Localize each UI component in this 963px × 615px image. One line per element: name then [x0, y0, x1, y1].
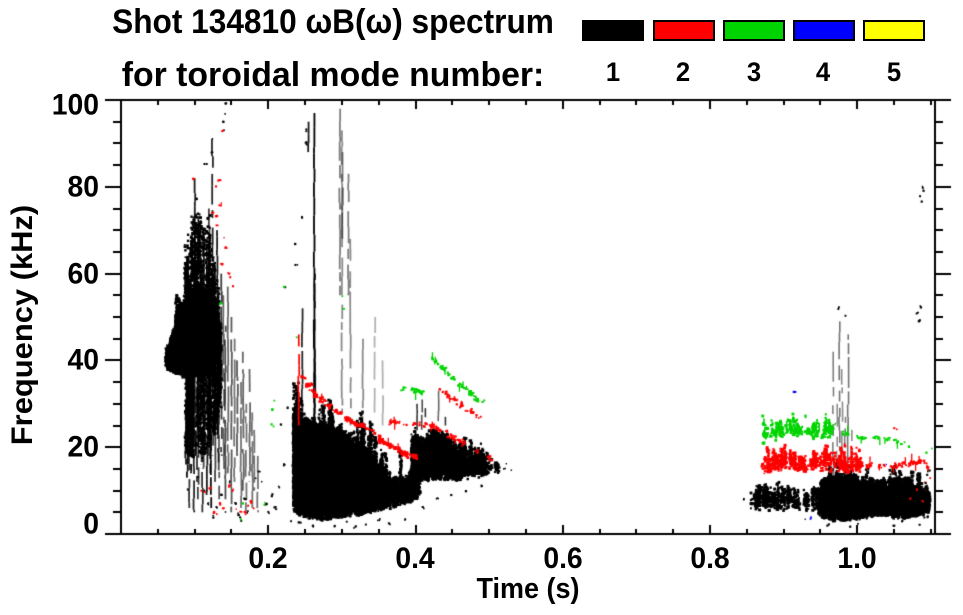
legend-swatch-n4: [793, 20, 855, 41]
x-axis-title: Time (s): [476, 572, 580, 605]
x-tick-label-0.8: 0.8: [690, 542, 730, 575]
legend-swatch-n5: [863, 20, 925, 41]
x-tick-label-0.4: 0.4: [395, 542, 435, 575]
y-tick-label-60: 60: [67, 257, 99, 291]
chart-title-line2: for toroidal mode number:: [121, 55, 545, 94]
y-tick-label-100: 100: [51, 88, 99, 122]
y-tick-label-40: 40: [67, 343, 99, 377]
y-tick-label-20: 20: [67, 430, 99, 464]
y-tick-label-80: 80: [67, 170, 99, 204]
x-tick-label-0.2: 0.2: [248, 542, 288, 575]
legend-label-n5: 5: [886, 57, 902, 87]
y-tick-label-0: 0: [83, 507, 99, 541]
legend-label-n4: 4: [815, 57, 831, 87]
chart-title-line1: Shot 134810 ωB(ω) spectrum: [112, 3, 554, 41]
y-axis-title: Frequency (kHz): [6, 204, 39, 446]
x-tick-label-0.6: 0.6: [543, 542, 583, 575]
legend-label-n3: 3: [746, 57, 762, 87]
legend-swatch-n2: [653, 20, 715, 41]
x-tick-label-1.0: 1.0: [837, 542, 877, 575]
legend-label-n2: 2: [675, 57, 691, 87]
legend-swatch-n3: [723, 20, 785, 41]
legend-label-n1: 1: [605, 57, 621, 87]
legend-swatch-n1: [582, 20, 644, 41]
